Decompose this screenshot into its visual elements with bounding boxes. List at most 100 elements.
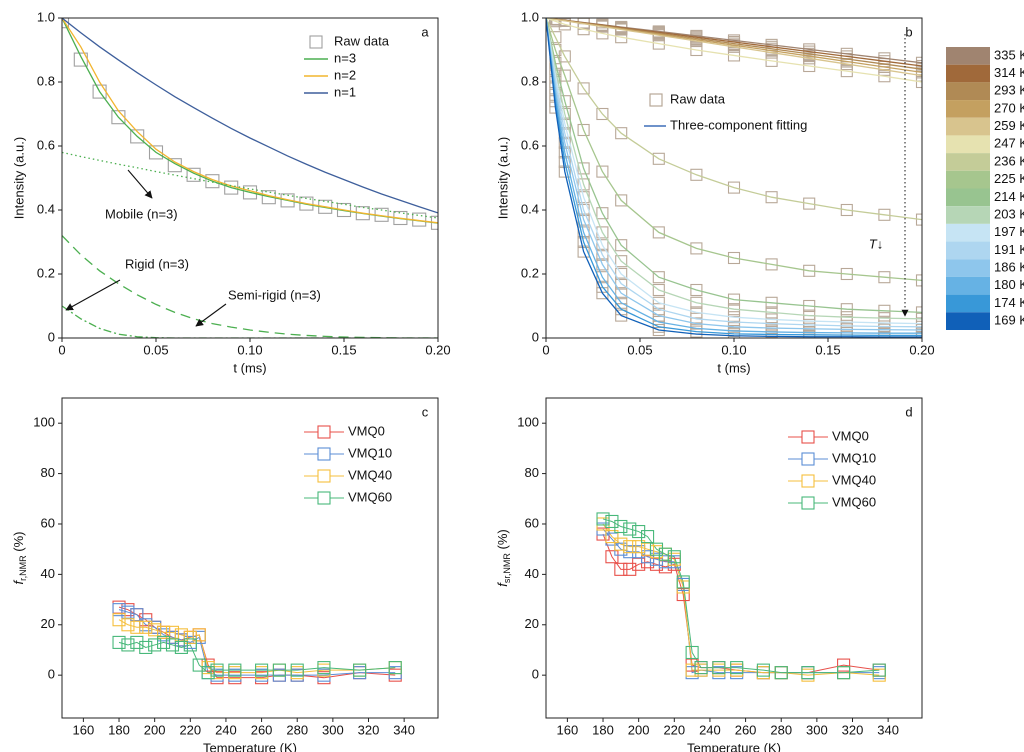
series-line	[546, 18, 922, 325]
y-tick-label: 20	[525, 616, 539, 631]
legend-label: Three-component fitting	[670, 117, 807, 132]
data-square	[756, 663, 770, 677]
data-square	[596, 27, 609, 40]
x-axis-label: t (ms)	[233, 360, 266, 375]
data-square	[596, 165, 609, 178]
colorbar-label: 169 K	[994, 313, 1024, 328]
y-tick-label: 20	[41, 616, 55, 631]
colorbar-swatch	[946, 64, 990, 83]
data-square	[801, 666, 815, 680]
data-square	[174, 628, 188, 642]
data-square	[615, 194, 628, 207]
data-square	[577, 162, 590, 175]
data-square	[558, 165, 571, 178]
data-square	[605, 550, 619, 564]
data-square	[558, 50, 571, 63]
series-line	[546, 18, 922, 337]
x-tick-label: 0.05	[627, 342, 652, 357]
colorbar-label: 236 K	[994, 153, 1024, 168]
legend-square	[801, 430, 815, 444]
x-tick-label: 200	[628, 722, 650, 737]
legend-square	[801, 496, 815, 510]
data-square	[765, 258, 778, 271]
plot-area	[596, 512, 886, 682]
colorbar-label: 225 K	[994, 171, 1024, 186]
data-square	[694, 661, 708, 675]
data-square	[615, 255, 628, 268]
data-square	[596, 271, 609, 284]
annotation: Rigid (n=3)	[125, 256, 189, 271]
data-square	[355, 206, 370, 221]
y-label-subscript: sr,NMR	[502, 553, 512, 583]
series-line	[62, 18, 438, 224]
data-square	[649, 542, 664, 556]
data-square	[183, 630, 197, 644]
colorbar-swatch	[946, 135, 990, 154]
data-square	[280, 193, 295, 208]
data-square	[596, 107, 609, 121]
colorbar-label: 335 K	[994, 47, 1024, 62]
x-axis-label: Temperature (K)	[687, 740, 781, 752]
x-tick-label: 0	[58, 342, 65, 357]
colorbar-swatch	[946, 206, 990, 224]
colorbar-swatch	[946, 312, 990, 330]
data-square	[596, 512, 610, 526]
x-tick-label: 320	[358, 722, 380, 737]
data-square	[658, 547, 672, 561]
y-axis-label: fr,NMR (%)	[11, 532, 28, 585]
data-square	[165, 625, 180, 639]
x-tick-label: 0.15	[331, 342, 356, 357]
data-square	[730, 661, 744, 675]
x-tick-label: 340	[393, 722, 415, 737]
data-square	[192, 628, 206, 642]
panel-label: d	[905, 404, 912, 419]
data-square	[130, 635, 144, 649]
data-square	[652, 152, 665, 165]
data-square	[596, 239, 609, 252]
data-square	[652, 37, 665, 50]
x-tick-label: 0.20	[425, 342, 450, 357]
data-square	[641, 530, 655, 544]
x-tick-label: 220	[663, 722, 685, 737]
colorbar-label: 197 K	[994, 224, 1024, 239]
x-tick-label: 0.15	[815, 342, 840, 357]
x-tick-label: 0.10	[237, 342, 262, 357]
legend-label: n=2	[334, 67, 356, 82]
data-square	[192, 658, 206, 672]
data-square	[577, 82, 590, 95]
series-line	[118, 609, 396, 676]
y-tick-label: 0	[48, 667, 55, 682]
data-square	[803, 59, 816, 73]
annotation: T↓	[869, 236, 883, 251]
colorbar-swatch	[946, 170, 990, 189]
panel: 0 0.05 0.10 0.15 0.20 0 0.2 0.4 0.6 0.8 1.0 t (ms) I…	[11, 9, 450, 375]
y-tick-label: 0.6	[37, 137, 55, 152]
y-label-subscript: r,NMR	[18, 555, 28, 581]
y-label-symbol: f	[11, 579, 26, 584]
series-line	[62, 18, 438, 224]
data-square	[915, 213, 922, 226]
colorbar-label: 203 K	[994, 206, 1024, 221]
y-label-unit: (%)	[495, 529, 510, 553]
legend-square	[309, 35, 323, 49]
x-tick-label: 340	[877, 722, 899, 737]
data-square	[690, 242, 703, 255]
series-line	[546, 18, 922, 221]
series-line	[62, 151, 438, 219]
data-square	[290, 663, 304, 677]
colorbar-label: 259 K	[994, 118, 1024, 133]
legend-label: VMQ40	[348, 467, 392, 482]
data-square	[148, 623, 162, 637]
data-square	[157, 635, 171, 649]
annotation-arrow	[195, 303, 227, 327]
y-tick-label: 100	[33, 415, 55, 430]
colorbar-label: 180 K	[994, 277, 1024, 292]
y-tick-label: 0	[532, 329, 539, 344]
data-square	[652, 296, 665, 309]
series-line	[546, 18, 922, 77]
y-axis-label: Intensity (a.u.)	[495, 137, 510, 219]
data-square	[139, 640, 153, 654]
data-square	[676, 587, 690, 602]
y-tick-label: 100	[517, 415, 539, 430]
panel-label: c	[422, 404, 429, 419]
